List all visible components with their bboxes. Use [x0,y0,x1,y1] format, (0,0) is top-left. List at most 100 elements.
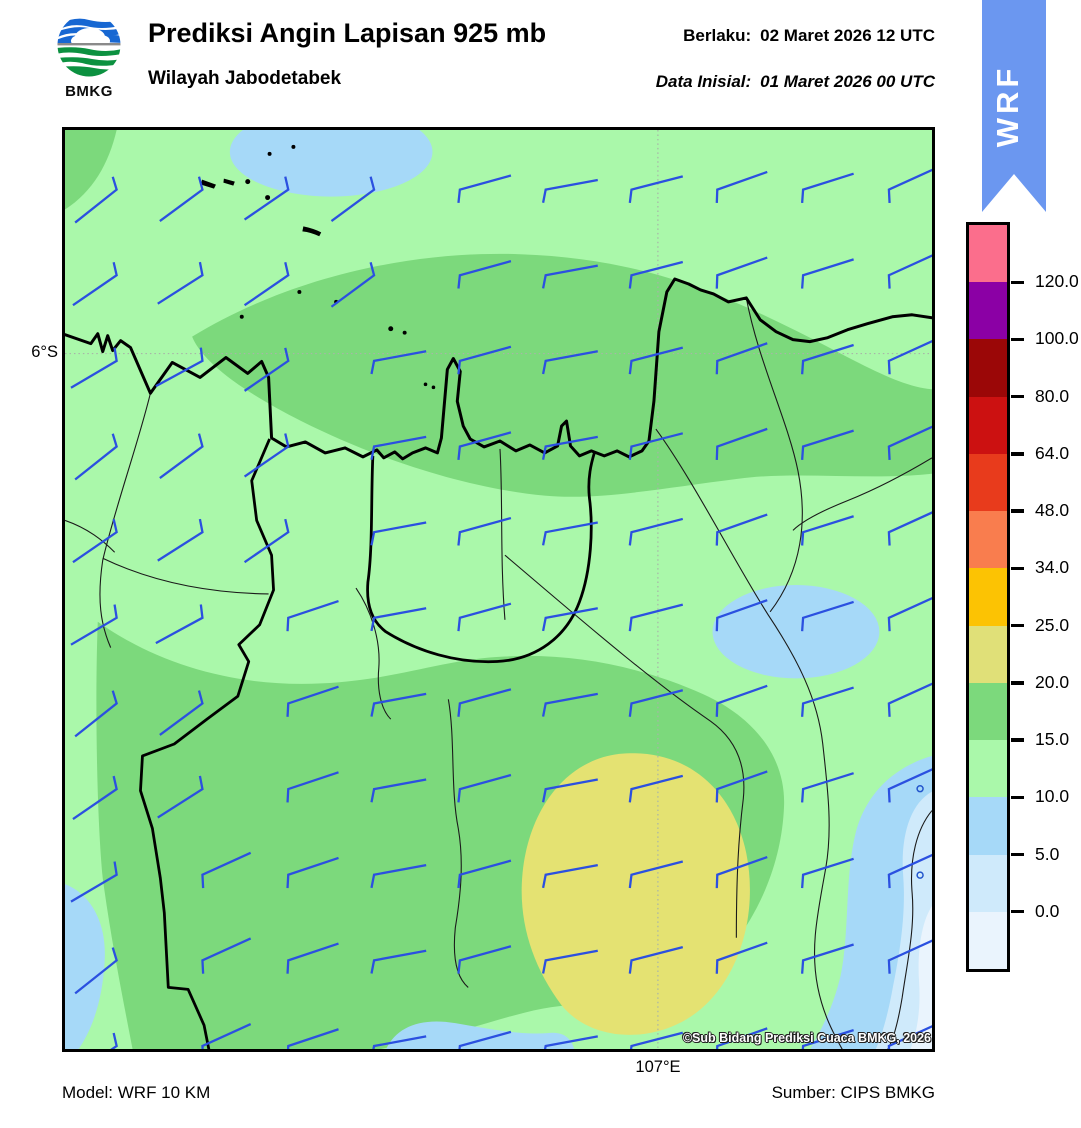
wind-barb [457,602,512,632]
wind-barb [201,1023,252,1049]
wind-barb [887,252,932,289]
wind-barb [715,513,768,546]
wind-barb [330,262,376,308]
region-0-5-right [875,791,932,1049]
wind-barb [541,521,598,546]
valid-time-label: Berlaku: [683,26,752,45]
latitude-tick-label: 6°S [31,343,58,361]
colorbar-segment [969,282,1007,340]
colorbar-segment [969,396,1007,454]
wind-barb [243,518,290,564]
ribbon-label: WRF [990,65,1025,148]
wind-barb [370,863,427,889]
graticule-lines [65,130,932,1049]
wind-barb [157,775,204,819]
wind-barb [715,1027,768,1049]
colorbar-segment [969,225,1007,283]
map-copyright: ©Sub Bidang Prediksi Cuaca BMKG, 2026 [682,1031,931,1045]
wind-barb [457,773,512,803]
wind-barb [801,172,854,204]
wind-barb [715,170,768,204]
wind-barb [286,856,339,889]
wind-barb [370,1035,427,1049]
region-15-20-top-left [65,130,117,210]
wind-barb [715,342,768,375]
wind-barb [887,594,932,632]
colorbar-tick [1011,738,1024,742]
wind-barb [155,347,204,388]
colorbar-tick-label: 48.0 [1035,500,1070,521]
wind-barb [541,264,598,289]
wind-barb [155,604,204,645]
province-boundary-west [139,438,275,1049]
initial-time-value: 01 Maret 2026 00 UTC [760,72,935,91]
wind-barb [628,517,684,546]
wind-barb [541,949,598,974]
wind-barb [457,431,512,460]
colorbar-tick-label: 5.0 [1035,843,1060,864]
wind-barb [457,945,512,974]
colorbar-tick [1011,337,1024,342]
wind-barb [628,260,684,289]
wind-barb [541,350,598,375]
wind-barb [801,515,854,546]
wind-barb [541,178,598,203]
wind-barb [286,942,339,974]
province-boundary-jakarta [366,452,596,664]
bmkg-logo-icon [57,13,121,77]
wind-barb [887,166,932,204]
wind-barb [628,689,684,717]
wind-barb [628,774,684,803]
wind-barb [887,851,932,889]
colorbar-tick [1011,509,1024,513]
wind-barb [887,1023,932,1049]
colorbar-tick [1011,566,1024,571]
wind-barb [370,607,427,632]
wind-speed-shading [65,130,932,1049]
wind-barb [70,347,118,389]
wind-barb [201,937,252,974]
wind-barb [541,863,598,889]
model-label: Model: WRF 10 KM [62,1083,211,1102]
colorbar-tick-label: 120.0 [1035,271,1079,292]
wind-barb [157,261,204,305]
wind-barb [801,1029,854,1049]
valid-time: Berlaku: 02 Maret 2026 12 UTC [683,26,935,46]
page-title: Prediksi Angin Lapisan 925 mb [148,18,547,48]
wind-barb [74,433,118,481]
wind-barb [243,347,290,392]
colorbar-tick [1011,452,1024,456]
colorbar-segment [969,453,1007,512]
wind-barb [201,851,252,889]
wind-barb [801,857,854,889]
wind-barb [801,772,854,803]
wind-barb [457,859,512,889]
wind-barb [70,861,118,903]
wind-barb [370,692,427,717]
colorbar-segment [969,911,1007,970]
wind-barb [243,433,290,478]
wind-barb [801,343,854,375]
region-5-10-bottom-left [65,884,105,1049]
colorbar-segment [969,740,1007,798]
wind-barb [715,856,768,889]
wind-barb [457,174,512,204]
colorbar-tick-label: 20.0 [1035,671,1070,692]
wrf-ribbon-icon: WRF [982,0,1046,212]
wind-barb [541,778,598,803]
wind-barb [370,778,427,803]
wind-barb [159,176,204,223]
wind-barb [715,684,768,717]
colorbar-tick [1011,394,1024,399]
region-20-25-blob [521,753,750,1035]
wind-barb [541,607,598,632]
colorbar-tick-label: 0.0 [1035,900,1060,921]
wind-barb [887,509,932,546]
region-5-10-top [229,130,433,197]
wind-barb [286,685,339,717]
wind-barb [370,521,427,546]
small-contour-dots [916,784,924,879]
colorbar-segment [969,625,1007,683]
wind-barb [370,949,427,974]
province-boundaries [139,438,596,1049]
